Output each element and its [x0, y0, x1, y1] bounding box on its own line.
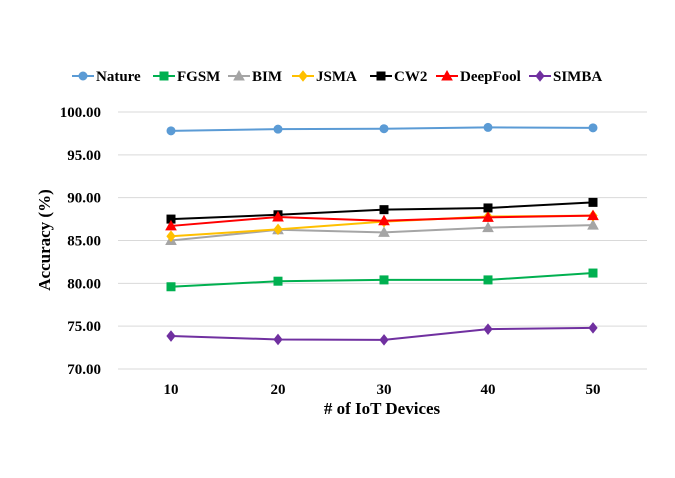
data-point-simba: [166, 330, 176, 342]
y-tick-label: 75.00: [67, 319, 101, 335]
legend-label: SIMBA: [553, 69, 602, 85]
legend-marker: [233, 69, 245, 81]
y-tick-label: 95.00: [67, 148, 101, 164]
legend-label: Nature: [96, 69, 141, 85]
y-axis-title: Accuracy (%): [35, 189, 54, 291]
data-point-cw2: [483, 203, 493, 213]
data-point-nature: [588, 123, 598, 133]
legend-label: CW2: [394, 69, 427, 85]
legend-item-fgsm: FGSM: [153, 69, 220, 85]
y-tick-label: 100.00: [60, 105, 101, 121]
data-point-deepfool: [165, 219, 177, 231]
data-point-simba: [379, 334, 389, 346]
legend-item-simba: SIMBA: [529, 69, 602, 85]
data-point-deepfool: [587, 209, 599, 221]
legend-item-cw2: CW2: [370, 69, 427, 85]
legend-marker: [376, 71, 386, 81]
legend: Nature FGSM BIM JSMA CW2 DeepFool SIMBA: [72, 69, 602, 85]
legend-marker: [298, 70, 308, 82]
legend-item-deepfool: DeepFool: [436, 69, 521, 85]
data-point-simba: [588, 322, 598, 334]
x-axis-title: # of IoT Devices: [324, 399, 441, 418]
series-simba: [166, 322, 598, 346]
data-point-deepfool: [378, 214, 390, 226]
legend-marker: [535, 70, 545, 82]
legend-marker: [159, 71, 169, 81]
data-point-jsma: [273, 223, 283, 236]
x-axis-ticks: 10 20 30 40 50: [164, 382, 601, 398]
data-point-nature: [273, 124, 283, 134]
legend-item-nature: Nature: [72, 69, 141, 85]
x-tick-label: 10: [164, 382, 179, 398]
series-deepfool: [165, 209, 599, 231]
series-group: [165, 122, 599, 346]
data-point-nature: [166, 126, 176, 136]
legend-marker: [78, 71, 88, 81]
data-point-bim: [587, 219, 599, 230]
data-point-fgsm: [166, 282, 176, 292]
data-point-fgsm: [483, 275, 493, 285]
data-point-bim: [482, 221, 494, 233]
y-tick-label: 85.00: [67, 234, 101, 250]
y-axis-ticks: 70.00 75.00 80.00 85.00 90.00 95.00 100.00: [60, 105, 101, 378]
gridlines: [118, 111, 647, 327]
legend-label: DeepFool: [460, 69, 521, 85]
legend-marker: [441, 69, 453, 81]
data-point-jsma: [166, 230, 176, 243]
data-point-deepfool: [482, 211, 494, 222]
y-tick-label: 80.00: [67, 276, 101, 292]
data-point-bim: [378, 226, 390, 237]
data-point-fgsm: [379, 275, 389, 285]
legend-label: FGSM: [177, 69, 220, 85]
data-point-nature: [483, 122, 493, 132]
data-point-simba: [483, 323, 493, 335]
data-point-deepfool: [272, 210, 284, 222]
legend-label: BIM: [252, 69, 282, 85]
x-tick-label: 30: [377, 382, 392, 398]
series-fgsm: [166, 268, 598, 292]
x-tick-label: 50: [586, 382, 601, 398]
x-tick-label: 40: [481, 382, 496, 398]
x-tick-label: 20: [271, 382, 286, 398]
legend-item-jsma: JSMA: [292, 69, 357, 85]
y-tick-label: 70.00: [67, 362, 101, 378]
legend-label: JSMA: [316, 69, 357, 85]
data-point-nature: [379, 124, 389, 134]
legend-item-bim: BIM: [228, 69, 282, 85]
data-point-fgsm: [588, 268, 598, 278]
data-point-cw2: [588, 197, 598, 207]
series-nature: [166, 122, 598, 136]
y-tick-label: 90.00: [67, 191, 101, 207]
data-point-simba: [273, 333, 283, 346]
data-point-fgsm: [273, 276, 283, 286]
data-point-cw2: [379, 205, 389, 215]
